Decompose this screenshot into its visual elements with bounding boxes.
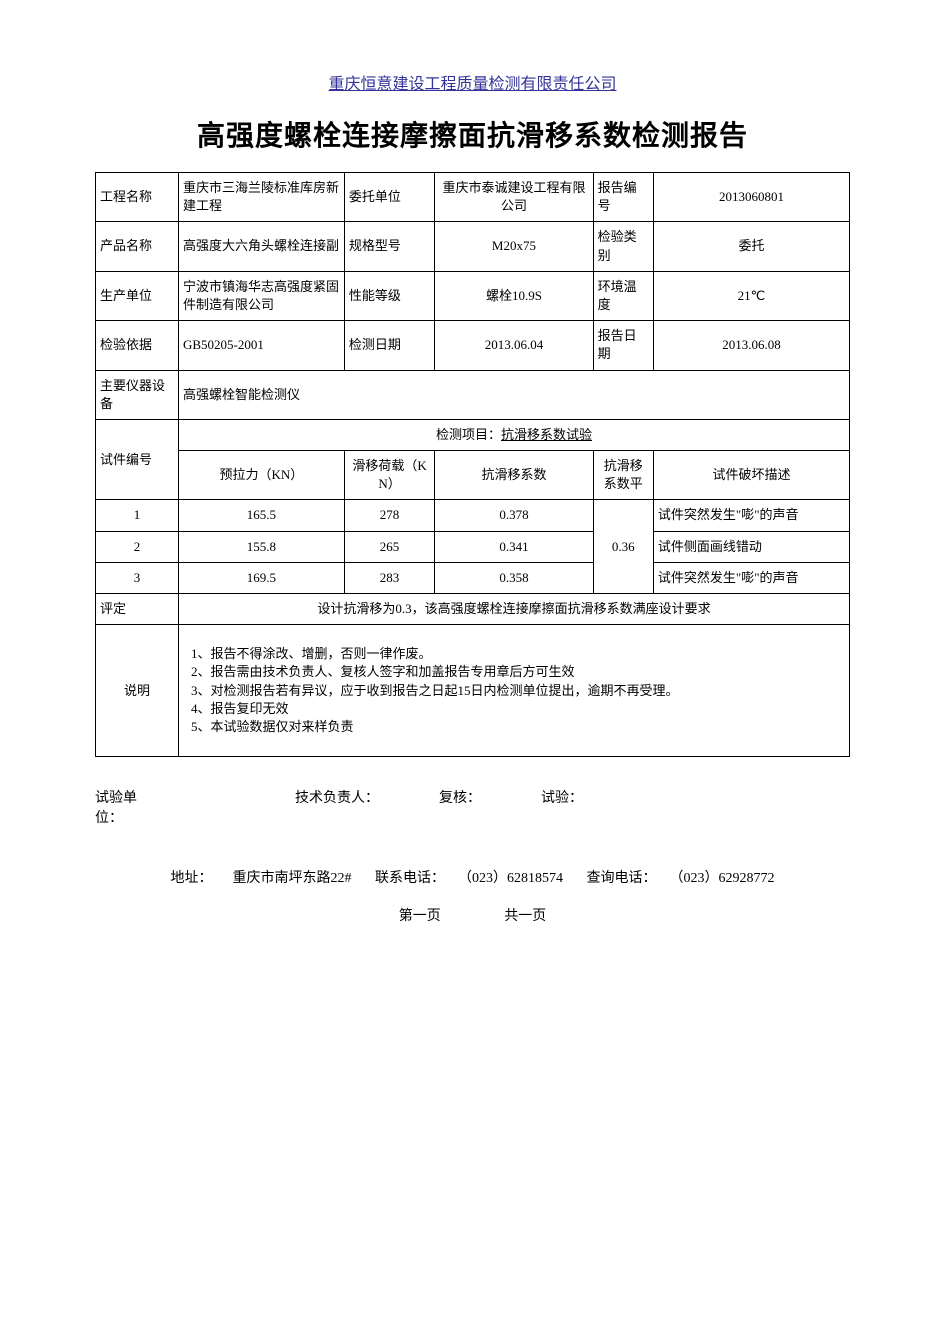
env-value: 21℃ <box>653 271 849 320</box>
row1-id: 1 <box>96 500 179 531</box>
report-table: 工程名称 重庆市三海兰陵标准库房新建工程 委托单位 重庆市泰诚建设工程有限公司 … <box>95 172 850 757</box>
footer-contact: 地址： 重庆市南坪东路22# 联系电话： （023）62818574 查询电话： （0… <box>95 867 850 887</box>
project-value: 重庆市三海兰陵标准库房新建工程 <box>178 173 344 222</box>
reportno-label: 报告编号 <box>593 173 653 222</box>
basis-value: GB50205-2001 <box>178 321 344 370</box>
sig-tech: 技术负责人： <box>295 787 379 827</box>
specimen-label: 试件编号 <box>96 419 179 500</box>
table-row: 3 169.5 283 0.358 试件突然发生"嘭"的声音 <box>96 562 850 593</box>
company-header: 重庆恒意建设工程质量检测有限责任公司 <box>95 70 850 94</box>
sig-unit: 试验单位： <box>95 787 155 827</box>
row3-desc: 试件突然发生"嘭"的声音 <box>653 562 849 593</box>
maker-label: 生产单位 <box>96 271 179 320</box>
section-item: 抗滑移系数试验 <box>501 427 592 442</box>
testtype-label: 检验类别 <box>593 222 653 271</box>
query-label: 查询电话： <box>587 871 657 886</box>
row2-coef: 0.341 <box>435 531 593 562</box>
row1-coef: 0.378 <box>435 500 593 531</box>
row1-slip: 278 <box>344 500 434 531</box>
reportdate-label: 报告日期 <box>593 321 653 370</box>
phone-label: 联系电话： <box>375 871 445 886</box>
page-total: 共一页 <box>504 909 546 924</box>
report-title: 高强度螺栓连接摩擦面抗滑移系数检测报告 <box>95 114 850 154</box>
row1-desc: 试件突然发生"嘭"的声音 <box>653 500 849 531</box>
row3-coef: 0.358 <box>435 562 593 593</box>
avg-value: 0.36 <box>593 500 653 594</box>
notes-label: 说明 <box>96 625 179 757</box>
col-coef: 抗滑移系数 <box>435 451 593 500</box>
signature-row: 试验单位： 技术负责人： 复核： 试验： <box>95 787 850 827</box>
grade-value: 螺栓10.9S <box>435 271 593 320</box>
equip-label: 主要仪器设备 <box>96 370 179 419</box>
product-label: 产品名称 <box>96 222 179 271</box>
row3-id: 3 <box>96 562 179 593</box>
grade-label: 性能等级 <box>344 271 434 320</box>
project-label: 工程名称 <box>96 173 179 222</box>
note-5: 5、本试验数据仅对来样负责 <box>191 718 837 736</box>
notes-body: 1、报告不得涂改、增删，否则一律作废。 2、报告需由技术负责人、复核人签字和加盖… <box>178 625 849 757</box>
basis-label: 检验依据 <box>96 321 179 370</box>
page-current: 第一页 <box>399 909 441 924</box>
reportdate-value: 2013.06.08 <box>653 321 849 370</box>
table-row: 2 155.8 265 0.341 试件侧面画线错动 <box>96 531 850 562</box>
note-2: 2、报告需由技术负责人、复核人签字和加盖报告专用章后方可生效 <box>191 663 837 681</box>
sig-review: 复核： <box>439 787 481 827</box>
row2-id: 2 <box>96 531 179 562</box>
col-desc: 试件破坏描述 <box>653 451 849 500</box>
row2-preload: 155.8 <box>178 531 344 562</box>
phone: （023）62818574 <box>465 871 563 886</box>
maker-value: 宁波市镇海华志高强度紧固件制造有限公司 <box>178 271 344 320</box>
client-value: 重庆市泰诚建设工程有限公司 <box>435 173 593 222</box>
section-title-cell: 检测项目：抗滑移系数试验 <box>178 419 849 450</box>
address-label: 地址： <box>171 871 213 886</box>
note-4: 4、报告复印无效 <box>191 700 837 718</box>
row3-slip: 283 <box>344 562 434 593</box>
row2-desc: 试件侧面画线错动 <box>653 531 849 562</box>
col-slipload: 滑移荷载（KN） <box>344 451 434 500</box>
note-1: 1、报告不得涂改、增删，否则一律作废。 <box>191 645 837 663</box>
testdate-label: 检测日期 <box>344 321 434 370</box>
row3-preload: 169.5 <box>178 562 344 593</box>
env-label: 环境温度 <box>593 271 653 320</box>
sig-tester: 试验： <box>541 787 583 827</box>
spec-value: M20x75 <box>435 222 593 271</box>
query: （023）62928772 <box>677 871 775 886</box>
reportno-value: 2013060801 <box>653 173 849 222</box>
table-row: 1 165.5 278 0.378 0.36 试件突然发生"嘭"的声音 <box>96 500 850 531</box>
section-title-prefix: 检测项目： <box>436 427 501 442</box>
col-preload: 预拉力（KN） <box>178 451 344 500</box>
product-value: 高强度大六角头螺栓连接副 <box>178 222 344 271</box>
col-avg: 抗滑移系数平 <box>593 451 653 500</box>
equip-value: 高强螺栓智能检测仪 <box>178 370 849 419</box>
testtype-value: 委托 <box>653 222 849 271</box>
page-number: 第一页 共一页 <box>95 905 850 925</box>
eval-label: 评定 <box>96 594 179 625</box>
address: 重庆市南坪东路22# <box>233 871 352 886</box>
spec-label: 规格型号 <box>344 222 434 271</box>
eval-value: 设计抗滑移为0.3，该高强度螺栓连接摩擦面抗滑移系数满座设计要求 <box>178 594 849 625</box>
note-3: 3、对检测报告若有异议，应于收到报告之日起15日内检测单位提出，逾期不再受理。 <box>191 682 837 700</box>
row1-preload: 165.5 <box>178 500 344 531</box>
row2-slip: 265 <box>344 531 434 562</box>
client-label: 委托单位 <box>344 173 434 222</box>
testdate-value: 2013.06.04 <box>435 321 593 370</box>
